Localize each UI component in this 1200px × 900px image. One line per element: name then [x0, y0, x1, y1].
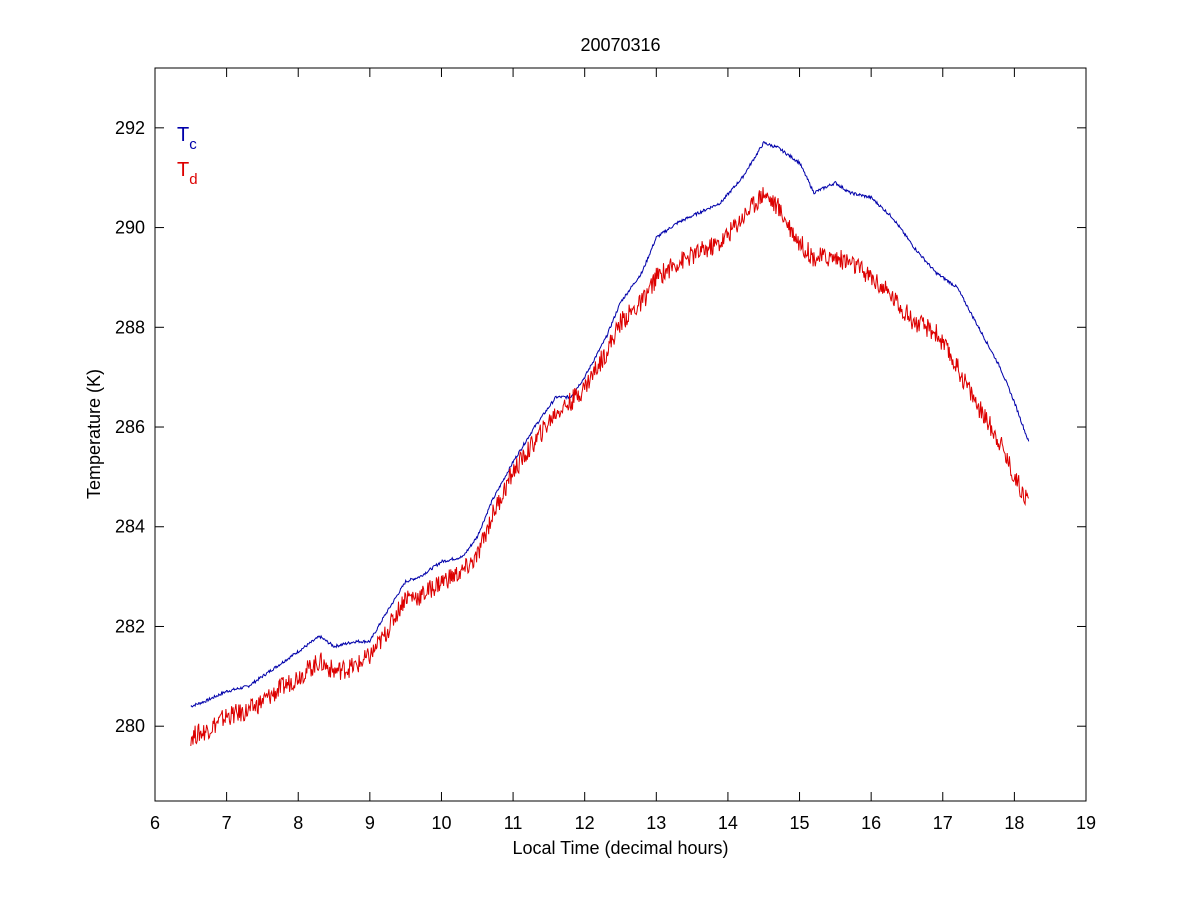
y-tick-label: 290: [115, 218, 145, 238]
x-axis-label: Local Time (decimal hours): [512, 838, 728, 858]
x-tick-label: 8: [293, 813, 303, 833]
tick-layer: 6 7 8 9 10 11 12 13 14 15 16 17 18 19 280 282 284 286 288 2…: [115, 68, 1096, 833]
x-tick-label: 11: [504, 813, 523, 833]
legend-entry-t-d: Td: [177, 159, 198, 188]
y-tick-label: 284: [115, 517, 145, 537]
x-tick-label: 14: [718, 813, 738, 833]
chart-title: 20070316: [580, 35, 660, 55]
series-line-t-c: [190, 141, 1030, 708]
x-tick-label: 6: [150, 813, 160, 833]
y-tick-label: 280: [115, 716, 145, 736]
x-tick-label: 17: [933, 813, 953, 833]
x-tick-label: 7: [222, 813, 232, 833]
x-tick-label: 10: [431, 813, 451, 833]
series-layer: [190, 141, 1030, 747]
plot-area: [155, 68, 1086, 801]
y-tick-label: 286: [115, 417, 145, 437]
y-tick-label: 282: [115, 616, 145, 636]
axes-box: [154, 67, 1087, 802]
x-tick-label: 15: [790, 813, 810, 833]
x-tick-label: 12: [575, 813, 595, 833]
legend-entry-t-c: Tc: [177, 124, 197, 153]
series-line-t-d: [190, 187, 1030, 747]
y-tick-label: 292: [115, 118, 145, 138]
x-tick-label: 18: [1004, 813, 1024, 833]
x-tick-label: 13: [646, 813, 666, 833]
x-tick-label: 16: [861, 813, 881, 833]
x-tick-label: 9: [365, 813, 375, 833]
x-tick-label: 19: [1076, 813, 1096, 833]
y-tick-label: 288: [115, 317, 145, 337]
legend: Tc Td: [177, 124, 198, 188]
y-axis-label: Temperature (K): [84, 369, 104, 499]
